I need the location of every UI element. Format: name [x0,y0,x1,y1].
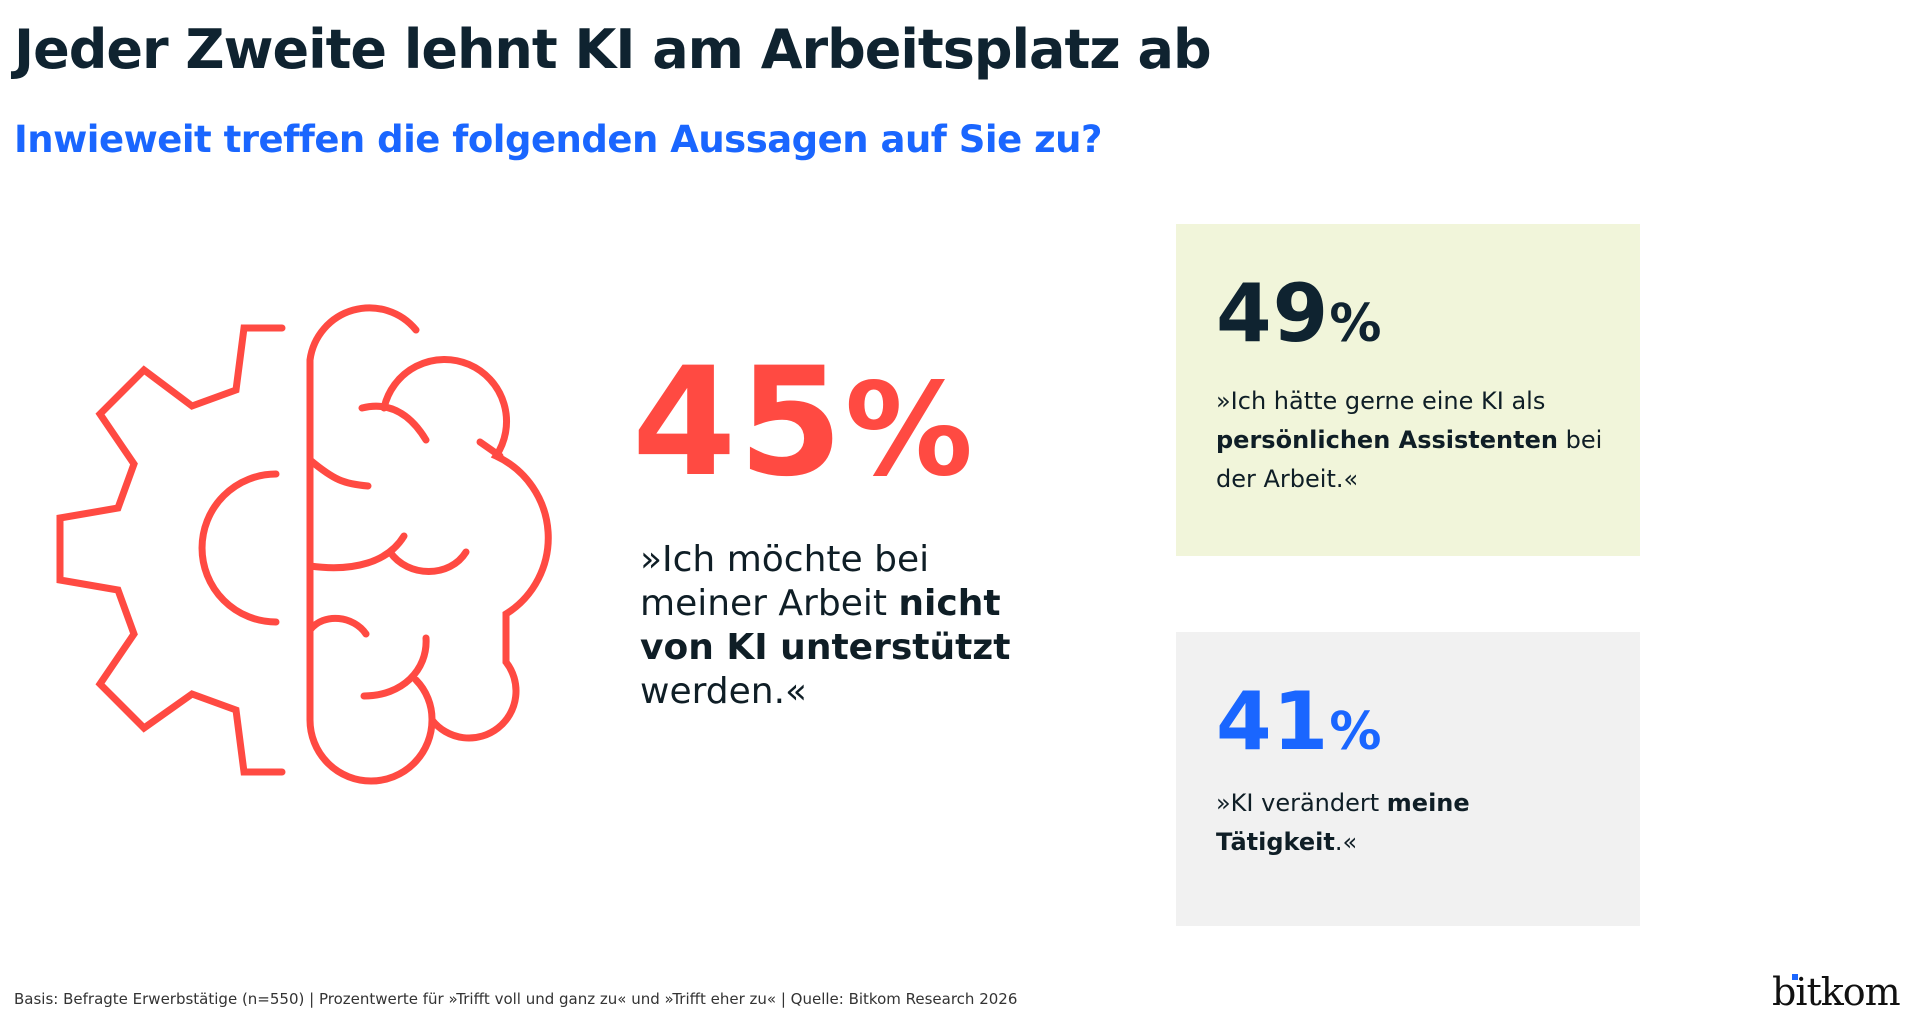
stat-box-value: 41% [1216,682,1382,762]
quote-part-bold: meine Tätigkeit [1216,789,1470,856]
source-note: Basis: Befragte Erwerbstätige (n=550) | … [14,990,1018,1008]
quote-part: »Ich möchte bei meiner Arbeit [640,539,930,624]
stat-box-change: 41% »KI verändert meine Tätigkeit.« [1176,632,1640,926]
main-stat-unit: % [844,356,975,505]
brain-fold-3 [476,438,504,460]
brain-fold-1 [358,402,430,444]
brain-fold-2 [306,456,372,490]
main-stat-number: 45 [632,336,845,510]
quote-part: werden.« [640,671,808,712]
page-title: Jeder Zweite lehnt KI am Arbeitsplatz ab [14,18,1212,81]
quote-part: »Ich hätte gerne eine KI als [1216,387,1546,415]
stat-box-quote: »Ich hätte gerne eine KI als persönliche… [1216,382,1616,499]
brain-fold-5 [306,614,370,638]
brain-fold-6 [360,634,436,724]
stat-box-value: 49% [1216,274,1382,354]
gear-hub [198,470,280,626]
quote-part: bei der Arbeit.« [1216,426,1603,493]
quote-part-bold: nicht von KI unterstützt [640,583,1011,668]
logo-dot-icon [1792,974,1798,980]
quote-part: .« [1334,828,1358,856]
stat-number: 49 [1216,267,1330,360]
quote-part-bold: persönlichen Assistenten [1216,426,1558,454]
stat-box-assistant: 49% »Ich hätte gerne eine KI als persönl… [1176,224,1640,556]
main-stat-quote: »Ich möchte bei meiner Arbeit nicht von … [640,538,1040,714]
stat-number: 41 [1216,675,1330,768]
gear-outline [56,324,286,776]
stat-unit: % [1329,294,1383,354]
brain-fold-4 [306,532,470,575]
stat-box-quote: »KI verändert meine Tätigkeit.« [1216,784,1616,862]
quote-part: »KI verändert [1216,789,1387,817]
page-subtitle: Inwieweit treffen die folgenden Aussagen… [14,118,1102,161]
gear-brain-icon [56,304,552,785]
main-stat-value: 45% [632,348,975,498]
stat-unit: % [1329,702,1383,762]
brain-outline [306,304,552,785]
bitkom-logo: bitkom [1772,970,1901,1014]
